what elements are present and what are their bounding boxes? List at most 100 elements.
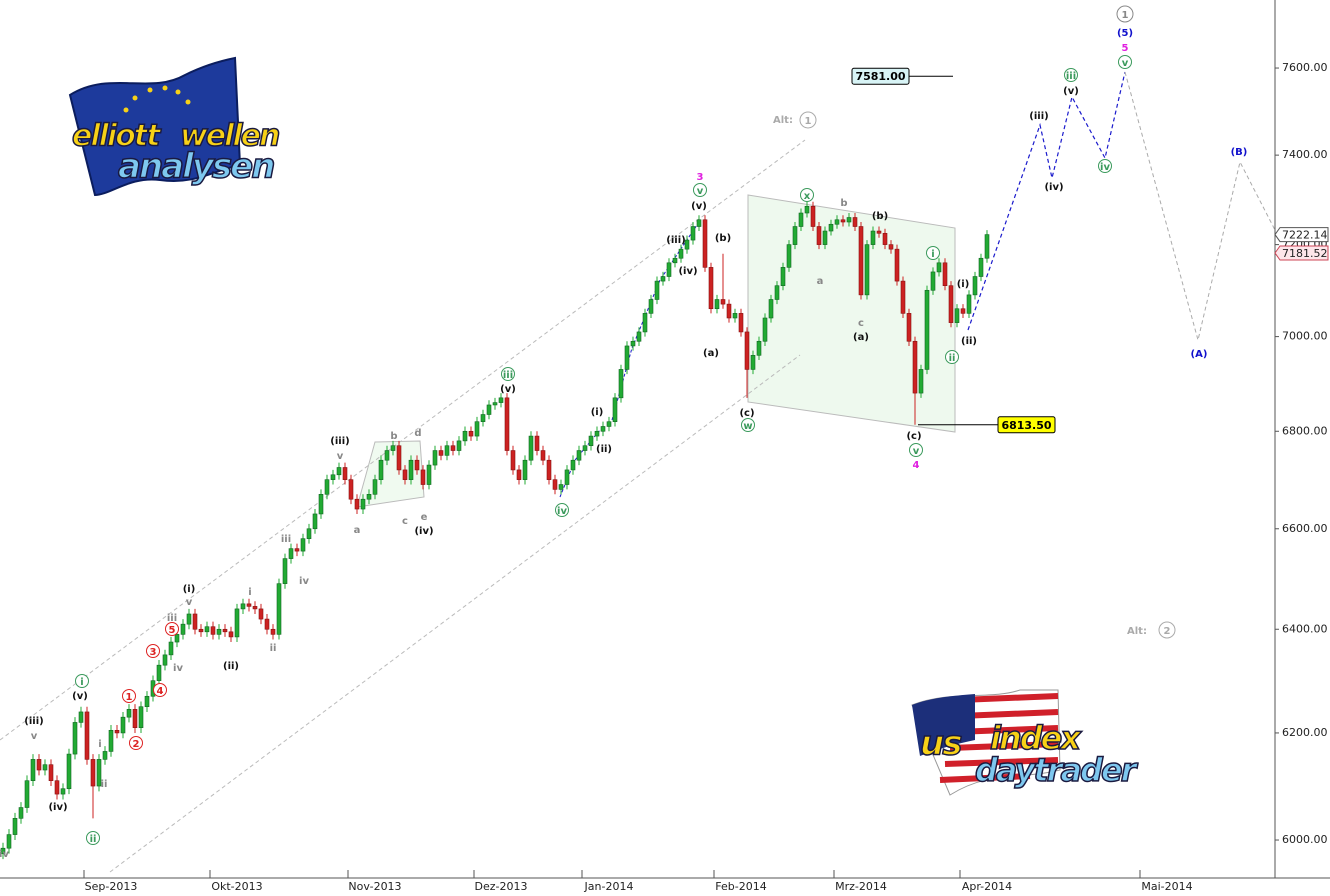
candle-body [780,267,786,286]
wave-label: c [402,516,408,527]
candle-body [324,479,330,495]
wave-label: iv [299,576,309,587]
wave-label: iii [1066,71,1076,82]
candle-body [912,340,918,394]
wave-circle [926,246,940,260]
y-tick-label: 7000.00 [1282,330,1328,343]
wave-circle [1158,621,1176,639]
candle-body [234,608,240,638]
candle-body [90,759,96,787]
candle-body [816,226,822,245]
wave-label: (v) [691,201,707,212]
wave-label: (iv) [678,266,697,277]
logo-text: elliott [72,119,162,154]
candle-body [72,722,78,755]
wave-label: v [1122,58,1129,69]
wave-label: i [80,677,83,688]
candle-body [48,764,54,781]
channel-lower [109,354,801,873]
candle-body [420,469,426,485]
candle-body [870,230,876,245]
candle-body [192,613,198,630]
level-label: 6813.50 [1001,419,1051,432]
wave-label: 2 [1164,626,1171,637]
candle-body [966,294,972,314]
candle-body [258,608,264,620]
wave-label: ii [90,834,97,845]
candle-body [492,402,498,406]
wave-label: (i) [957,279,970,290]
candle-body [210,626,216,635]
candle-body [726,303,732,319]
candle-body [360,498,366,510]
x-tick-label: Nov-2013 [348,880,401,893]
corrective-channel [747,194,956,433]
wave-label: iv [557,506,567,517]
wave-label: (ii) [961,336,977,347]
candle-body [642,313,648,333]
candle-body [696,219,702,227]
candle-body [120,716,126,734]
wave-label: Alt: [1127,626,1147,637]
candle-body [84,711,90,760]
wave-label: a [354,525,361,536]
candle-body [42,764,48,771]
candle-body [954,308,960,323]
y-tick-label: 7600.00 [1282,61,1328,74]
candle-body [828,223,834,232]
wave-circle [122,689,136,703]
candle-body [750,355,756,370]
candle-body [402,469,408,480]
candle-body [276,583,282,635]
wave-label: b [390,431,397,442]
candle-body [786,244,792,268]
candle-body [792,226,798,245]
candle-body [540,450,546,461]
wave-label: 5 [1122,43,1129,54]
wave-label: (i) [183,584,196,595]
candle-body [882,232,888,245]
wave-label: (v) [72,691,88,702]
candle-body [102,751,108,760]
candle-body [576,450,582,461]
wave-label: (ii) [596,444,612,455]
wave-label: (c) [906,431,921,442]
candle-body [552,479,558,490]
candle-body [474,421,480,437]
wave-label: (c) [739,408,754,419]
projection-correction [1124,71,1276,341]
candle-body [558,484,564,490]
candle-body [906,313,912,342]
candle-body [960,308,966,314]
x-tick-label: Mai-2014 [1141,880,1192,893]
y-tick-label: 6200.00 [1282,726,1328,739]
candle-body [708,267,714,310]
candle-body [294,548,300,552]
candle-body [198,628,204,633]
wave-label: iv [173,663,183,674]
wave-circle [800,188,814,202]
candle-body [864,244,870,296]
logo-text: us [920,724,962,764]
wave-label: (A) [1191,349,1208,360]
wave-circle [1098,159,1112,173]
candle-body [486,404,492,415]
wave-label: ii [101,779,108,790]
candle-body [0,847,6,854]
candle-body [30,759,36,781]
wave-circle [165,622,179,636]
candle-body [114,730,120,734]
y-tick-label: 6800.00 [1282,424,1328,437]
candle-body [624,345,630,370]
wave-circle [741,418,755,432]
candle-body [450,445,456,451]
wave-label: v [186,597,193,608]
y-tick-label: 6400.00 [1282,622,1328,635]
candle-body [480,414,486,422]
wave-label: (iv) [1044,182,1063,193]
candle-body [18,807,24,819]
wave-label: 3 [697,172,704,183]
candle-body [654,280,660,300]
candle-body [162,654,168,666]
